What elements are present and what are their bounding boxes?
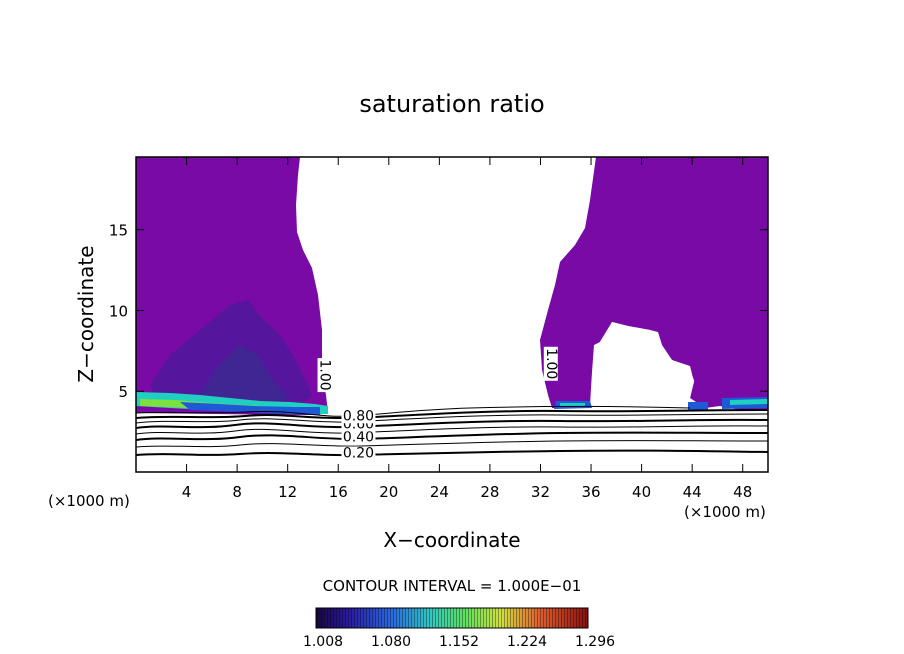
colorbar-tick-label: 1.152	[439, 634, 479, 650]
x-tick-label: 28	[480, 483, 499, 501]
contour-labels: 0.200.400.600.801.00 1.00	[317, 346, 559, 461]
contour-label: 0.80	[343, 408, 374, 424]
x-tick-label: 12	[278, 483, 297, 501]
x-tick-label: 32	[531, 483, 550, 501]
colorbar	[315, 607, 589, 629]
y-axis-title: Z−coordinate	[74, 245, 98, 382]
x-axis-title: X−coordinate	[383, 528, 520, 552]
contour-label: 1.00	[317, 359, 333, 390]
contour-label: 1.00	[543, 348, 559, 379]
x-tick-label: 40	[632, 483, 651, 501]
y-tick-label: 15	[109, 222, 128, 240]
right-band-3	[688, 402, 708, 410]
right-band-5	[730, 399, 768, 405]
contour-label: 0.40	[343, 429, 374, 445]
contour-label: 0.20	[343, 445, 374, 461]
plot-frame	[135, 156, 769, 473]
x-tick-label: 48	[733, 483, 752, 501]
x-axis-ticks: 4 8 12 16 20 24 28 32 36 40 44 48	[182, 157, 752, 501]
colorbar-tick-labels: 1.008 1.080 1.152 1.224 1.296	[303, 634, 615, 650]
y-axis-ticks: 5 10 15	[109, 222, 768, 401]
right-clear-pocket	[594, 322, 694, 412]
x-tick-label: 36	[581, 483, 600, 501]
colorbar-stripes	[316, 608, 588, 628]
x-tick-label: 24	[430, 483, 449, 501]
plot-content	[136, 157, 768, 457]
left-dark-core	[200, 345, 290, 406]
y-tick-label: 5	[118, 383, 128, 401]
x-tick-label: 16	[329, 483, 348, 501]
colorbar-tick-label: 1.224	[507, 634, 547, 650]
contour-label-bg	[341, 446, 376, 461]
y-tick-label: 10	[109, 302, 128, 320]
left-low-level-blue	[180, 402, 320, 415]
right-supersaturated-region	[540, 157, 768, 410]
x-unit-right: (×1000 m)	[684, 503, 766, 521]
contour-label-bg	[341, 430, 376, 445]
x-tick-label: 4	[182, 483, 192, 501]
chart-title: saturation ratio	[359, 90, 544, 118]
contour-label-bg	[543, 346, 558, 381]
right-band-2	[560, 403, 585, 406]
x-unit-left: (×1000 m)	[48, 492, 130, 510]
colorbar-tick-label: 1.080	[371, 634, 411, 650]
colorbar-tick-label: 1.296	[575, 634, 615, 650]
x-tick-label: 44	[683, 483, 702, 501]
contour-interval-text: CONTOUR INTERVAL = 1.000E−01	[323, 577, 582, 595]
contour-label-bg	[317, 358, 332, 393]
contour-label-bg	[341, 409, 376, 424]
x-tick-label: 8	[232, 483, 242, 501]
colorbar-tick-label: 1.008	[303, 634, 343, 650]
x-tick-label: 20	[379, 483, 398, 501]
contour-lines	[136, 406, 768, 457]
